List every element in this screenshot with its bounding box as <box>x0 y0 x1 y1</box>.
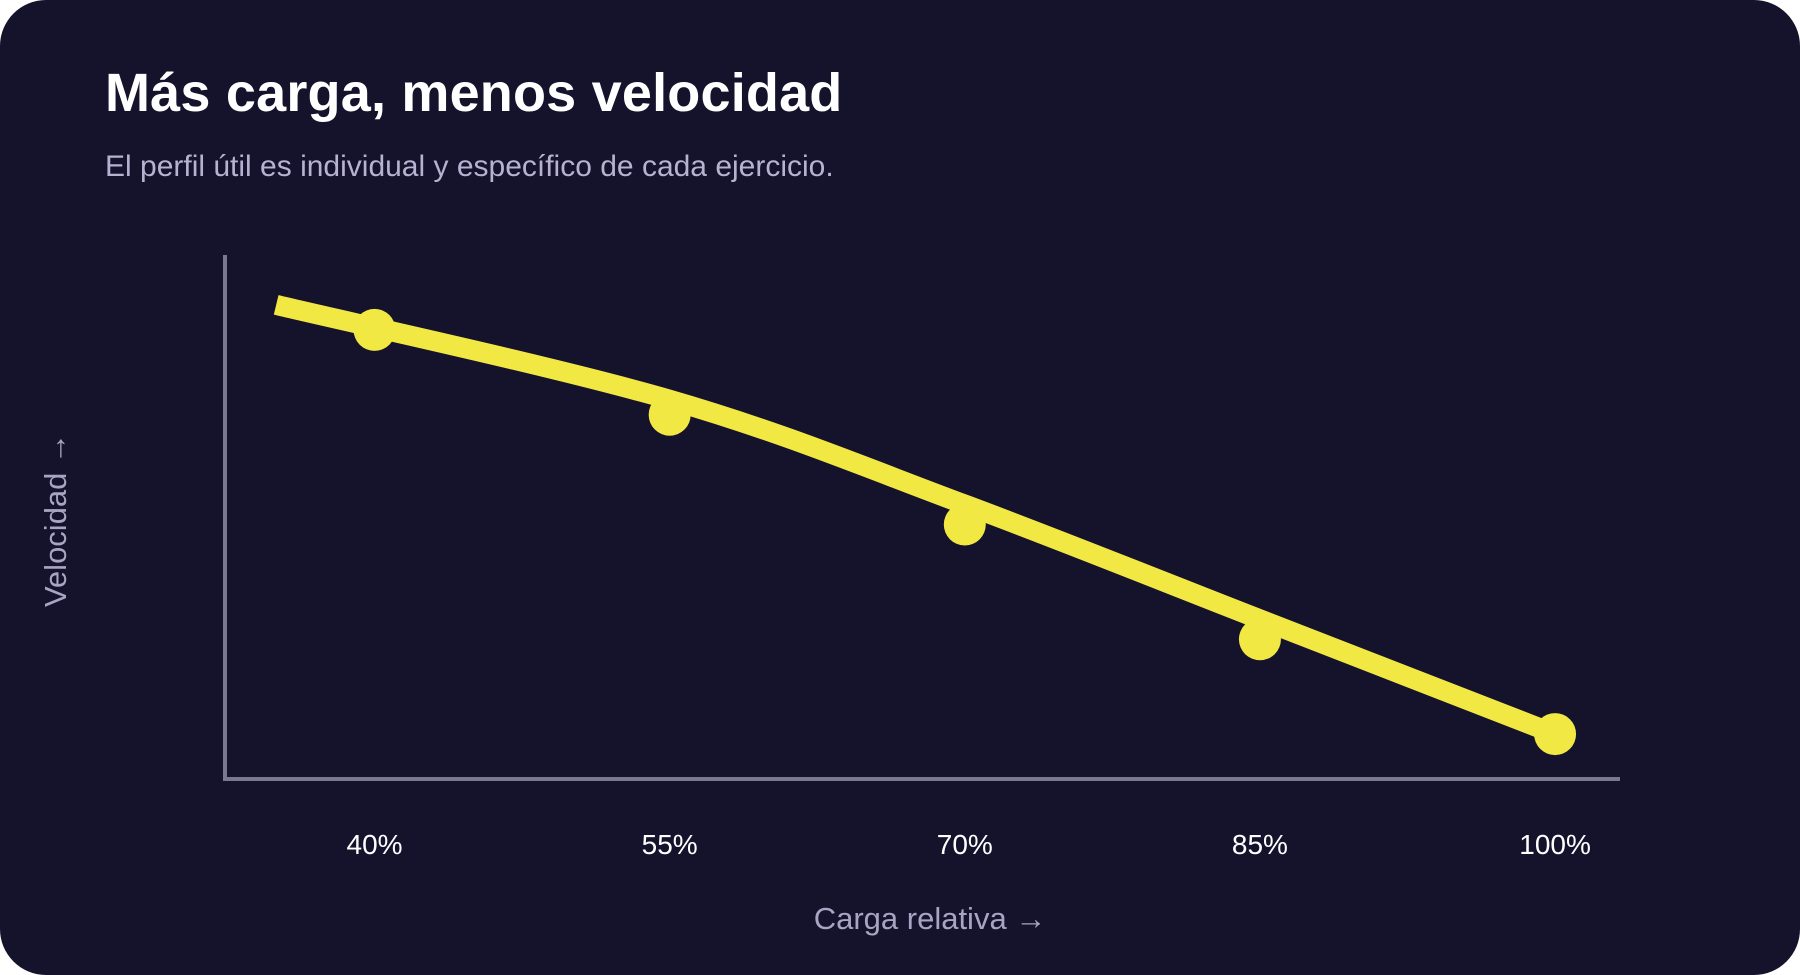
x-tick-label: 85% <box>1232 829 1288 860</box>
chart-subtitle: El perfil útil es individual y específic… <box>105 150 834 183</box>
data-points <box>353 308 1577 756</box>
x-tick-label: 100% <box>1519 829 1591 860</box>
data-point <box>648 393 691 436</box>
chart-title: Más carga, menos velocidad <box>105 63 843 123</box>
data-point <box>353 308 396 351</box>
x-axis-label: Carga relativa → <box>814 901 1047 936</box>
x-tick-label: 70% <box>937 829 993 860</box>
data-point <box>1534 713 1577 756</box>
x-tick-label: 40% <box>347 829 403 860</box>
y-axis-label: Velocidad → <box>38 433 73 607</box>
data-point <box>1238 618 1281 661</box>
x-tick-labels: 40% 55% 70% 85% 100% <box>347 829 1591 860</box>
trend-curve <box>273 295 1559 744</box>
data-point <box>943 503 986 546</box>
x-tick-label: 55% <box>642 829 698 860</box>
